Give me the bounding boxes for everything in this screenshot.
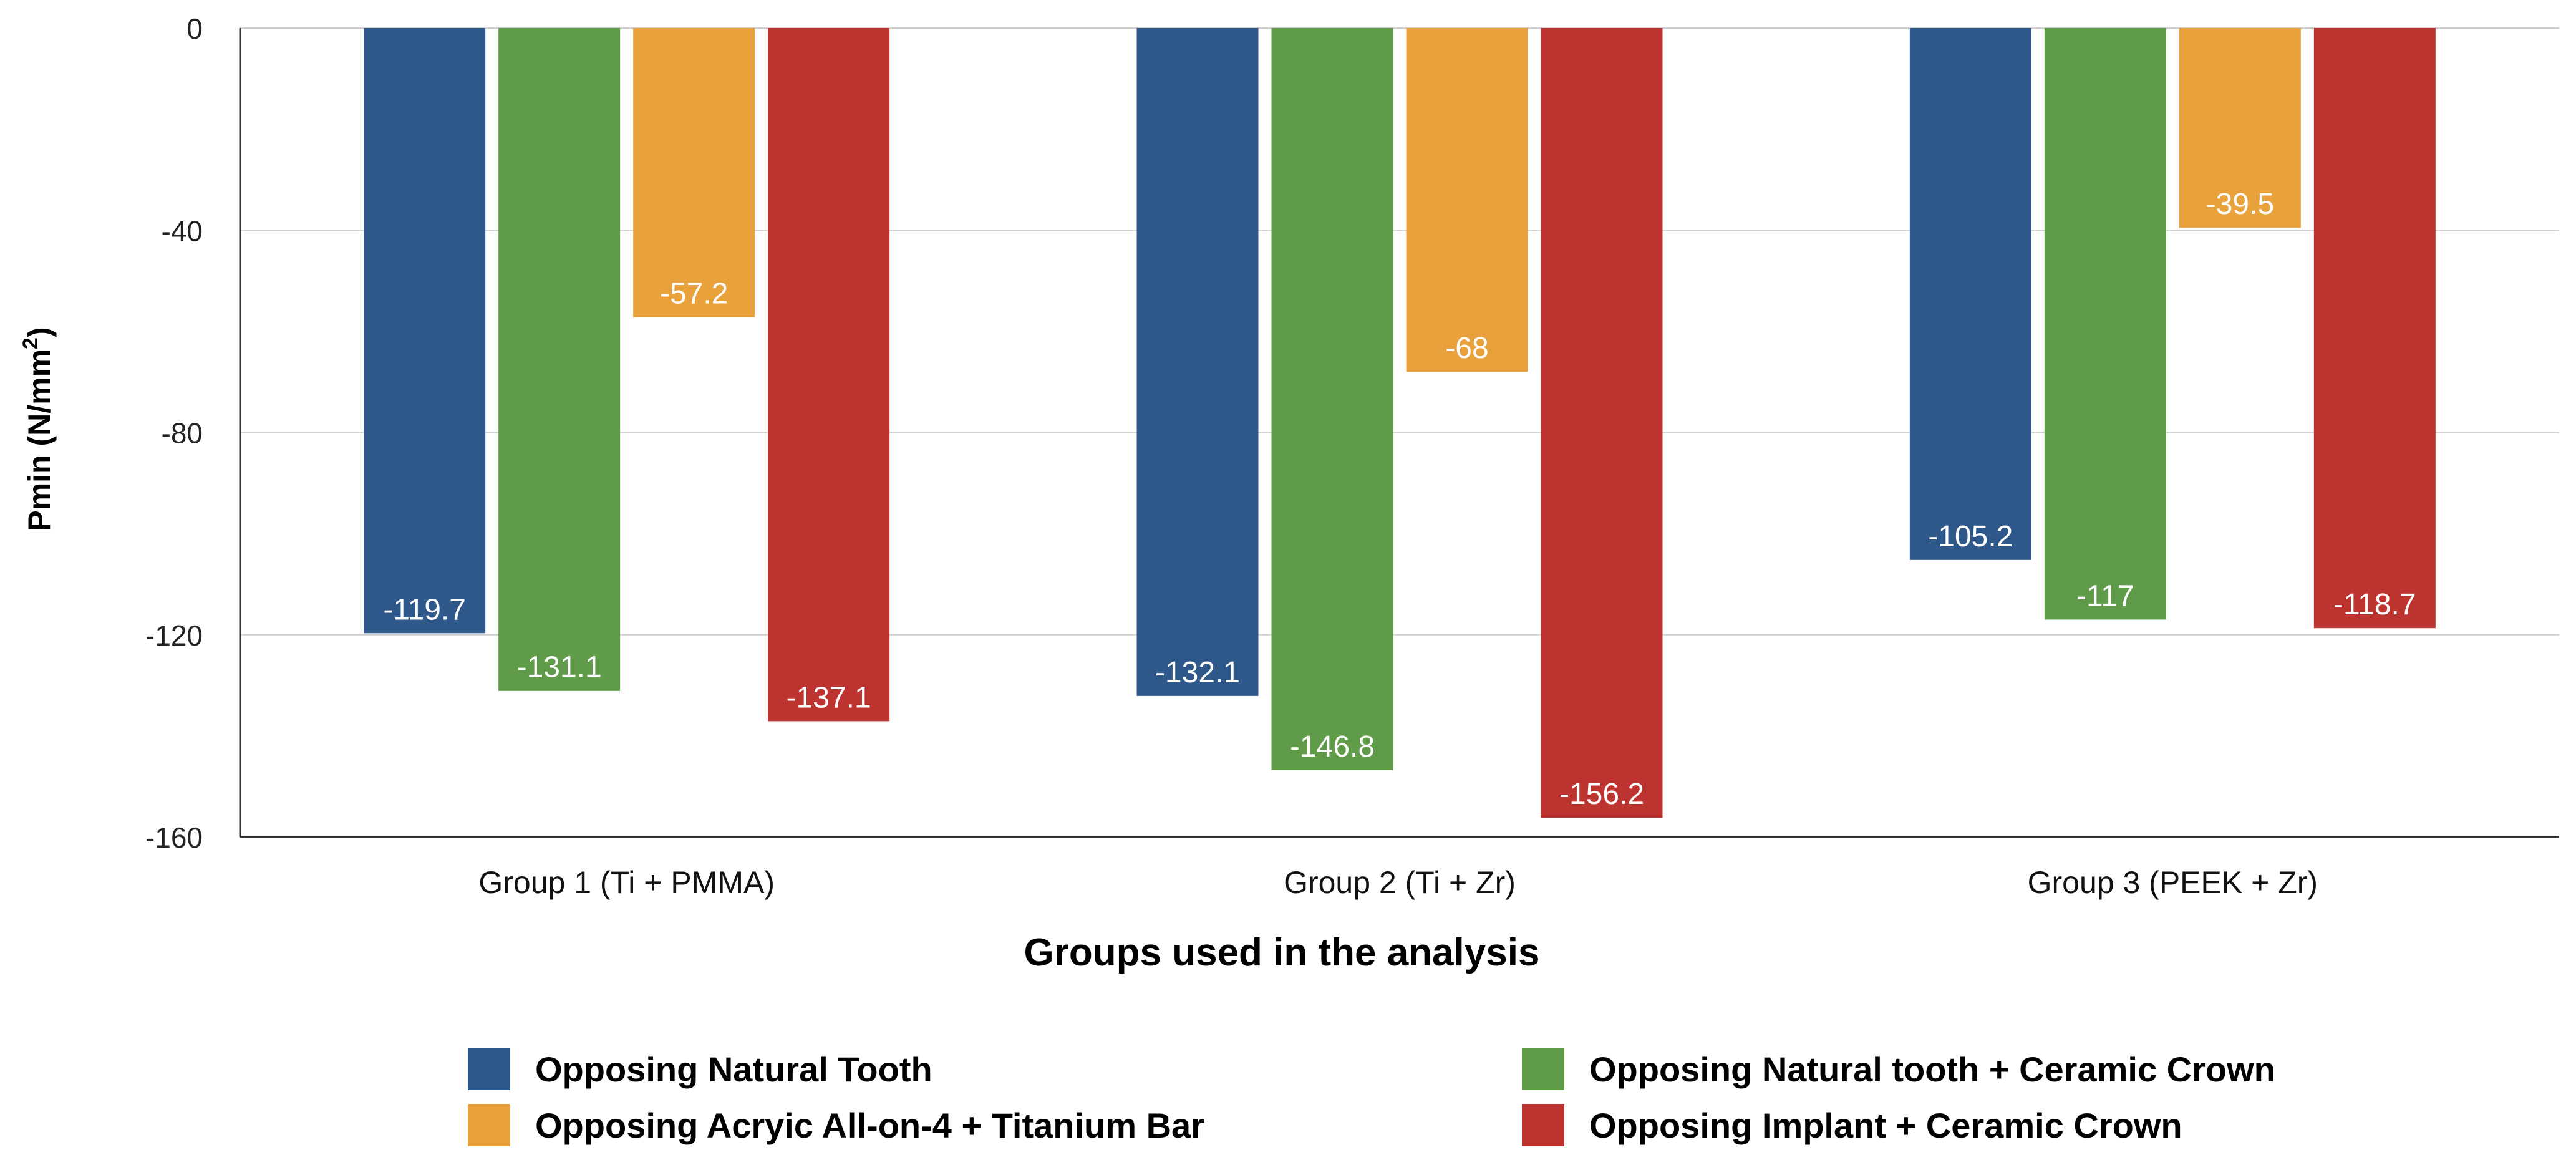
data-label-opposing-natural-tooth-1: -119.7 <box>383 593 466 626</box>
data-label-opposing-implant-ceramic-crown-1: -137.1 <box>787 681 871 714</box>
legend-swatch-acrylic-all-on-4 <box>468 1104 510 1146</box>
bar-opposing-natural-tooth-ceramic-crown-2 <box>1271 28 1393 770</box>
x-tick-label-group-3-peek-zr: Group 3 (PEEK + Zr) <box>2028 865 2318 900</box>
bar-opposing-implant-ceramic-crown-2 <box>1541 28 1663 818</box>
bar-opposing-acryic-all-on-4-titanium-bar-1 <box>633 28 755 317</box>
axes <box>239 28 2559 838</box>
data-label-opposing-natural-tooth-ceramic-crown-3: -117 <box>2076 579 2134 612</box>
data-label-opposing-natural-tooth-3: -105.2 <box>1928 520 2013 553</box>
data-label-opposing-implant-ceramic-crown-3: -118.7 <box>2333 588 2416 621</box>
tick-labels: 0 -40 -80 -120 -160 Group 1 (Ti + PMMA) Group … <box>145 12 2318 900</box>
gridlines <box>240 27 2559 636</box>
legend-item-natural-tooth-ceramic-crown: Opposing Natural tooth + Ceramic Crown <box>1522 1048 2275 1090</box>
y-tick-label: -120 <box>145 619 203 652</box>
legend-label-implant-ceramic-crown: Opposing Implant + Ceramic Crown <box>1589 1105 2182 1145</box>
y-tick-label: -160 <box>145 821 203 854</box>
bar-opposing-implant-ceramic-crown-3 <box>2313 28 2436 629</box>
data-label-opposing-implant-ceramic-crown-2: -156.2 <box>1559 778 1644 811</box>
legend-item-natural-tooth: Opposing Natural Tooth <box>468 1048 932 1090</box>
bar-opposing-acryic-all-on-4-titanium-bar-3 <box>2179 28 2301 228</box>
data-label-opposing-natural-tooth-2: -132.1 <box>1155 656 1240 689</box>
bar-opposing-implant-ceramic-crown-1 <box>768 28 890 722</box>
legend-swatch-implant-ceramic-crown <box>1522 1104 1564 1146</box>
y-tick-label: -40 <box>162 215 203 247</box>
data-label-opposing-natural-tooth-ceramic-crown-1: -131.1 <box>517 651 602 684</box>
y-axis-title-main: Pmin (N/mm <box>22 349 57 531</box>
bar-opposing-natural-tooth-1 <box>364 28 486 634</box>
bar-opposing-natural-tooth-2 <box>1136 28 1259 696</box>
y-axis-title-suffix: ) <box>22 327 57 337</box>
bar-opposing-natural-tooth-ceramic-crown-3 <box>2044 28 2166 620</box>
legend-swatch-natural-tooth-ceramic-crown <box>1522 1048 1564 1090</box>
data-label-opposing-acryic-all-on-4-titanium-bar-2: -68 <box>1445 332 1488 365</box>
legend-label-natural-tooth: Opposing Natural Tooth <box>535 1049 932 1089</box>
legend-label-natural-tooth-ceramic-crown: Opposing Natural tooth + Ceramic Crown <box>1589 1049 2275 1089</box>
bar-opposing-acryic-all-on-4-titanium-bar-2 <box>1406 28 1528 372</box>
legend-item-implant-ceramic-crown: Opposing Implant + Ceramic Crown <box>1522 1104 2182 1146</box>
legend-label-acrylic-all-on-4: Opposing Acryic All-on-4 + Titanium Bar <box>535 1105 1204 1145</box>
data-label-opposing-natural-tooth-ceramic-crown-2: -146.8 <box>1290 730 1375 763</box>
x-tick-label-group-2-ti-zr: Group 2 (Ti + Zr) <box>1284 865 1516 900</box>
y-tick-label: -80 <box>162 417 203 450</box>
bars: -119.7 -131.1 -57.2 -137.1 -132.1 -146.8 -68 -1… <box>364 28 2436 818</box>
y-axis-title-superscript: 2 <box>19 337 42 349</box>
bar-opposing-natural-tooth-ceramic-crown-1 <box>498 28 621 691</box>
y-axis-title: Pmin (N/mm2) <box>19 327 57 531</box>
data-label-opposing-acryic-all-on-4-titanium-bar-1: -57.2 <box>660 278 728 311</box>
y-tick-label: 0 <box>186 12 203 45</box>
legend-swatch-natural-tooth <box>468 1048 510 1090</box>
legend-item-acrylic-all-on-4: Opposing Acryic All-on-4 + Titanium Bar <box>468 1104 1204 1146</box>
bar-opposing-natural-tooth-3 <box>1909 28 2031 560</box>
x-axis-title: Groups used in the analysis <box>1024 931 1540 974</box>
x-tick-label-group-1-ti-pmma: Group 1 (Ti + PMMA) <box>478 865 775 900</box>
data-label-opposing-acryic-all-on-4-titanium-bar-3: -39.5 <box>2206 188 2274 221</box>
